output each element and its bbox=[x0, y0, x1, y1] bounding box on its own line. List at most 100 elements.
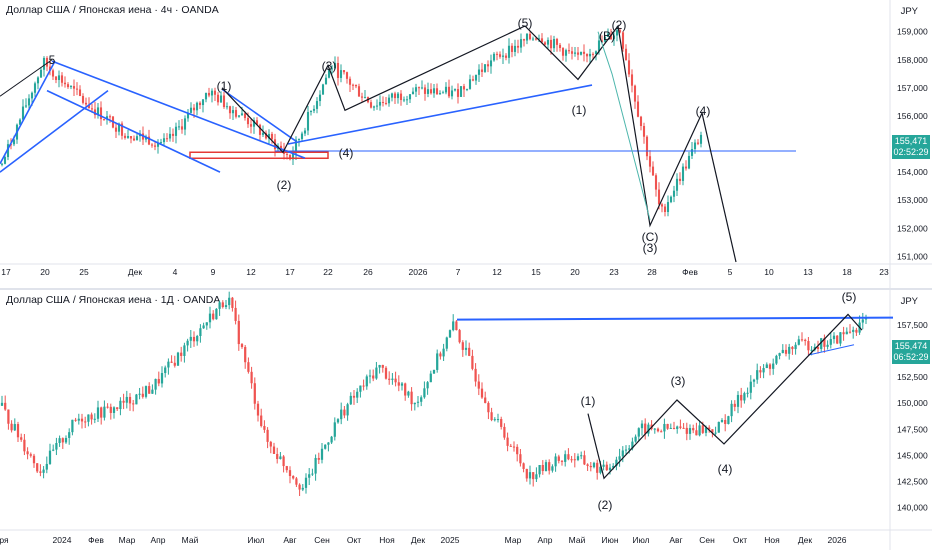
candle-4h bbox=[561, 47, 565, 61]
candle-1d bbox=[397, 375, 400, 392]
candle-1d bbox=[836, 335, 839, 345]
candle-1d bbox=[87, 414, 90, 427]
candle-4h bbox=[438, 90, 442, 95]
candle-4h bbox=[462, 83, 466, 98]
x-tick-label-1d: 2026 bbox=[828, 535, 847, 545]
candle-1d bbox=[720, 418, 724, 423]
x-tick-label-4h: 5 bbox=[728, 267, 733, 277]
candle-4h bbox=[606, 28, 610, 37]
candle-1d bbox=[109, 403, 112, 420]
candle-1d bbox=[797, 335, 800, 346]
candle-4h bbox=[387, 94, 391, 107]
candle-1d bbox=[20, 433, 23, 442]
pane-divider[interactable] bbox=[0, 288, 932, 290]
candle-1d bbox=[794, 342, 797, 355]
candle-4h bbox=[99, 101, 103, 126]
candle-1d bbox=[340, 402, 343, 425]
candle-1d bbox=[45, 456, 48, 474]
candle-1d bbox=[493, 417, 496, 422]
candle-4h bbox=[213, 87, 217, 102]
candle-4h bbox=[507, 38, 511, 64]
candle-4h bbox=[108, 114, 112, 123]
trend-line-4h bbox=[51, 60, 306, 159]
wave-label-3-1d: (3) bbox=[671, 374, 686, 388]
candle-4h bbox=[669, 195, 673, 204]
candle-1d bbox=[215, 308, 218, 320]
candle-4h bbox=[249, 119, 253, 134]
x-tick-label-1d: ря bbox=[0, 535, 9, 545]
y-tick-label-4h: 156,000 bbox=[897, 111, 928, 121]
candle-4h bbox=[129, 136, 133, 144]
chart-pane-1d[interactable]: Доллар США / Японская иена · 1Д · OANDA … bbox=[0, 290, 932, 550]
candle-1d bbox=[58, 435, 61, 447]
candle-1d bbox=[0, 395, 4, 407]
wave-label-1: (1) bbox=[217, 79, 232, 93]
x-tick-label-1d: Окт bbox=[733, 535, 747, 545]
x-tick-label-4h: 20 bbox=[40, 267, 50, 277]
chart-canvas-1d[interactable]: 157,500155,000152,500150,000147,500145,0… bbox=[0, 290, 932, 550]
candle-4h bbox=[234, 106, 238, 119]
candle-1d bbox=[234, 300, 237, 325]
countdown-1d: 06:52:29 bbox=[893, 352, 929, 362]
candle-1d bbox=[474, 363, 477, 387]
candle-1d bbox=[765, 362, 768, 369]
candle-1d bbox=[538, 464, 541, 478]
candle-4h bbox=[300, 131, 304, 141]
y-tick-label-4h: 152,000 bbox=[897, 223, 928, 233]
x-tick-label-4h: 12 bbox=[492, 267, 502, 277]
candle-1d bbox=[461, 340, 464, 357]
candle-4h bbox=[483, 64, 487, 73]
candle-1d bbox=[256, 400, 260, 422]
candle-4h bbox=[345, 71, 349, 84]
currency-label-4h[interactable]: JPY bbox=[900, 6, 918, 17]
candle-4h bbox=[201, 99, 205, 113]
candle-1d bbox=[468, 342, 471, 357]
candle-4h bbox=[420, 80, 424, 90]
wave-label-c: (C) bbox=[642, 230, 659, 244]
candle-4h bbox=[57, 70, 61, 88]
chart-pane-4h[interactable]: Доллар США / Японская иена · 4ч · OANDA … bbox=[0, 0, 932, 289]
candle-4h bbox=[627, 53, 631, 78]
wave-label-4b: (4) bbox=[696, 104, 711, 118]
candle-1d bbox=[301, 484, 304, 492]
candle-1d bbox=[157, 371, 160, 387]
candle-4h bbox=[180, 119, 184, 134]
candle-4h bbox=[120, 121, 124, 140]
wave-label-5-1d: (5) bbox=[842, 290, 857, 304]
candle-4h bbox=[309, 110, 313, 116]
candle-1d bbox=[327, 442, 330, 452]
candle-4h bbox=[579, 51, 583, 56]
currency-label-1d[interactable]: JPY bbox=[900, 296, 918, 307]
candle-1d bbox=[519, 448, 522, 467]
candle-1d bbox=[663, 418, 666, 439]
candle-1d bbox=[192, 331, 196, 347]
candle-1d bbox=[52, 444, 55, 452]
x-tick-label-1d: Мар bbox=[505, 535, 522, 545]
candle-4h bbox=[519, 33, 523, 53]
chart-title-4h: Доллар США / Японская иена · 4ч · OANDA bbox=[6, 4, 219, 16]
candle-1d bbox=[573, 453, 576, 468]
chart-canvas-4h[interactable]: 159,000158,000157,000156,000155,000154,0… bbox=[0, 0, 932, 289]
candle-1d bbox=[839, 332, 842, 347]
candle-4h bbox=[312, 105, 316, 114]
y-tick-label-4h: 157,000 bbox=[897, 83, 928, 93]
candle-1d bbox=[189, 329, 192, 348]
candle-1d bbox=[743, 391, 746, 404]
y-tick-label-4h: 154,000 bbox=[897, 167, 928, 177]
candle-1d bbox=[496, 413, 500, 423]
last-price-tag-1d: 155,474 06:52:29 bbox=[892, 340, 930, 364]
candle-4h bbox=[33, 81, 37, 97]
candle-4h bbox=[480, 62, 484, 77]
candle-4h bbox=[339, 64, 343, 83]
candle-1d bbox=[752, 378, 756, 388]
candle-4h bbox=[135, 133, 139, 141]
candle-1d bbox=[224, 299, 228, 310]
candle-4h bbox=[75, 82, 79, 96]
candle-1d bbox=[375, 361, 378, 380]
candle-4h bbox=[363, 89, 367, 99]
candle-1d bbox=[583, 450, 586, 466]
candle-1d bbox=[749, 375, 752, 400]
candle-1d bbox=[477, 374, 480, 396]
candle-1d bbox=[336, 418, 340, 424]
candle-1d bbox=[426, 381, 429, 395]
